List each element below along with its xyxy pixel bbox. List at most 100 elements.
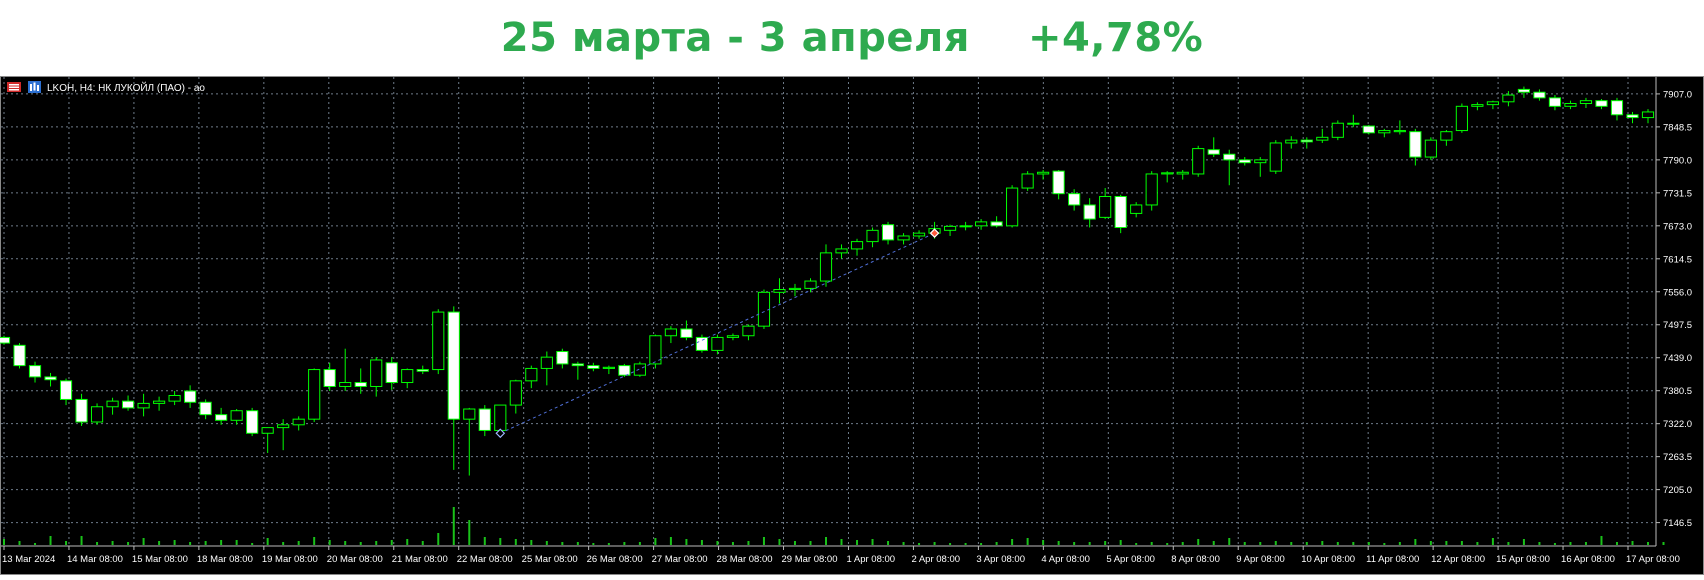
candle-body-bull <box>633 363 646 376</box>
candle-body-bull <box>1393 130 1406 133</box>
time-tick-label: 5 Apr 08:00 <box>1106 554 1155 565</box>
time-tick-label: 18 Mar 08:00 <box>197 554 253 565</box>
candle-body-bull <box>1331 122 1344 138</box>
time-tick-label: 14 Mar 08:00 <box>67 554 123 565</box>
candle-body-bear <box>1610 100 1624 116</box>
candle-body-bear <box>1068 193 1081 206</box>
chart-window[interactable]: 7907.0 7848.5 7790.0 7731.5 7673.0 7614.5 7556… <box>0 76 1704 575</box>
price-tick-label: 7673.0 <box>1663 221 1692 232</box>
candle-body-bear <box>881 224 895 241</box>
price-tick-label: 7439.0 <box>1663 353 1692 364</box>
candle-body-bull <box>1285 139 1298 144</box>
price-tick-label: 7380.5 <box>1663 386 1692 397</box>
candle-body-bull <box>1192 148 1205 175</box>
period-label: 25 марта - 3 апреля <box>500 15 970 61</box>
price-tick-label: 7322.0 <box>1663 419 1692 430</box>
candle-body-bull <box>1176 171 1189 175</box>
headline: 25 марта - 3 апреля +4,78% <box>0 0 1704 76</box>
time-tick-label: 26 Mar 08:00 <box>587 554 643 565</box>
price-tick-label: 7731.5 <box>1663 188 1692 199</box>
candle-body-bull <box>975 221 988 227</box>
candle-body-bull <box>339 382 352 387</box>
candle-body-bear <box>121 400 135 409</box>
candle-body-bull <box>1424 139 1437 158</box>
candle-body-bull <box>1564 102 1577 107</box>
candle-body-bull <box>649 335 662 365</box>
candle-body-bull <box>959 225 972 228</box>
candle-body-bull <box>1471 104 1484 107</box>
price-tick-label: 7146.5 <box>1663 518 1692 529</box>
candle-body-bull <box>726 335 740 338</box>
menu-icon[interactable] <box>7 82 21 92</box>
price-tick-label: 7907.0 <box>1663 89 1692 100</box>
price-tick-label: 7848.5 <box>1663 122 1692 133</box>
candle-body-bear <box>990 221 1003 227</box>
candles <box>0 86 1655 476</box>
time-tick-label: 4 Apr 08:00 <box>1041 554 1090 565</box>
candle-body-bear <box>246 410 259 434</box>
change-label: +4,78% <box>1027 15 1204 61</box>
time-tick-label: 11 Apr 08:00 <box>1366 554 1419 565</box>
candle-body-bear <box>44 376 57 381</box>
candle-body-bull <box>664 328 677 337</box>
time-scale: 13 Mar 2024 14 Mar 08:00 15 Mar 08:00 18 Ma… <box>2 546 1680 565</box>
candle-body-bull <box>525 367 538 382</box>
candle-body-bull <box>463 408 476 420</box>
candle-body-bull <box>757 291 771 327</box>
price-tick-label: 7614.5 <box>1663 254 1692 265</box>
time-tick-label: 12 Apr 08:00 <box>1431 554 1485 565</box>
candle-body-bear <box>13 344 26 367</box>
candlestick-chart[interactable]: 7907.0 7848.5 7790.0 7731.5 7673.0 7614.5 7556… <box>0 76 1704 575</box>
time-tick-label: 15 Mar 08:00 <box>132 554 188 565</box>
candle-body-bull <box>711 336 724 351</box>
candle-body-bull <box>1502 94 1515 103</box>
chart-background <box>0 76 1704 575</box>
price-tick-label: 7556.0 <box>1663 287 1692 298</box>
candle-body-bear <box>323 369 336 387</box>
candle-body-bear <box>1595 100 1608 107</box>
candle-body-bear <box>59 380 73 400</box>
candle-body-bear <box>1114 196 1127 229</box>
time-tick-label: 19 Mar 08:00 <box>262 554 318 565</box>
price-tick-label: 7205.0 <box>1663 485 1692 496</box>
chart-type-icon[interactable] <box>28 81 41 93</box>
candle-body-bear <box>1052 170 1065 195</box>
candle-body-bull <box>819 252 833 282</box>
candle-body-bear <box>0 336 11 344</box>
candle-body-bear <box>447 311 460 420</box>
candle-body-bull <box>509 380 522 406</box>
candle-body-bull <box>292 418 305 426</box>
candle-body-bear <box>587 365 600 369</box>
time-tick-label: 28 Mar 08:00 <box>717 554 773 565</box>
candle-body-bull <box>540 356 553 369</box>
candle-body-bull <box>1254 159 1267 164</box>
candle-body-bull <box>943 225 957 231</box>
candle-body-bear <box>1083 204 1096 220</box>
candle-body-bear <box>1533 91 1546 99</box>
candle-body-bull <box>1440 131 1453 141</box>
time-tick-label: 16 Apr 08:00 <box>1561 554 1615 565</box>
candle-body-bull <box>804 280 817 289</box>
candle-body-bull <box>277 424 290 429</box>
time-tick-label: 13 Mar 2024 <box>2 554 55 565</box>
candle-body-bear <box>1362 125 1375 134</box>
price-tick-label: 7263.5 <box>1663 452 1692 463</box>
symbol-title: LKOH, H4: НК ЛУКОЙЛ (ПАО) - ао <box>47 81 205 94</box>
candle-body-bull <box>1006 187 1019 227</box>
candle-body-bull <box>788 287 802 291</box>
candle-body-bull <box>835 248 848 254</box>
trade-marker-icon <box>929 228 940 238</box>
time-tick-label: 22 Mar 08:00 <box>457 554 513 565</box>
candle-body-bear <box>199 401 212 416</box>
candle-body-bear <box>1238 159 1251 164</box>
candle-body-bear <box>28 365 42 378</box>
candle-body-bear <box>1626 114 1639 119</box>
candle-body-bull <box>1347 122 1360 125</box>
price-tick-label: 7497.5 <box>1663 320 1692 331</box>
candle-body-bear <box>75 398 88 423</box>
time-tick-label: 9 Apr 08:00 <box>1236 554 1285 565</box>
candle-body-bull <box>1099 196 1112 218</box>
candle-body-bull <box>1021 173 1034 189</box>
time-tick-label: 20 Mar 08:00 <box>327 554 383 565</box>
time-tick-label: 2 Apr 08:00 <box>911 554 960 565</box>
